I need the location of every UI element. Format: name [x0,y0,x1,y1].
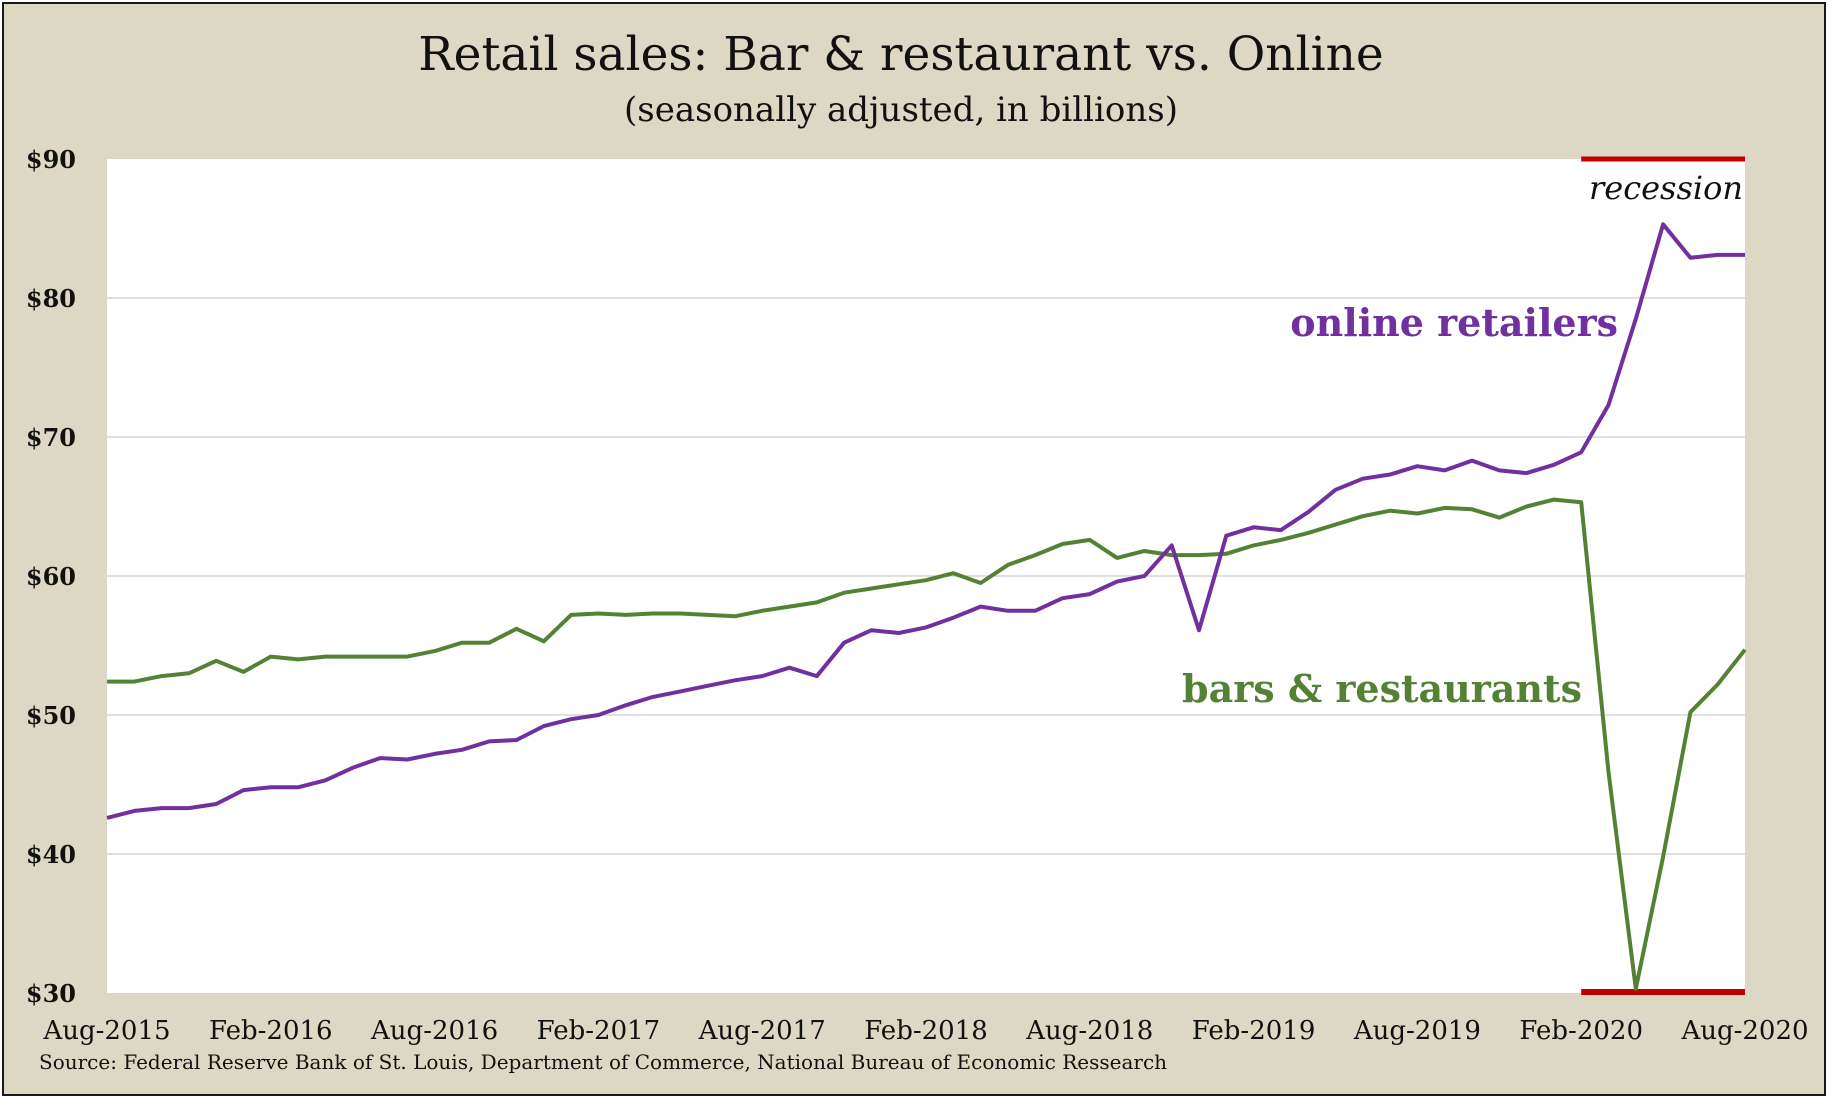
x-tick-label: Aug-2020 [1680,1016,1808,1046]
y-tick-label: $50 [26,701,76,730]
chart-subtitle: (seasonally adjusted, in billions) [624,90,1178,130]
x-tick-label: Feb-2020 [1519,1016,1643,1046]
y-tick-label: $70 [26,423,76,452]
series-line-online-retailers [106,222,1745,820]
y-tick-label: $80 [26,284,76,313]
gridlines [107,297,1745,855]
line-chart: Retail sales: Bar & restaurant vs. Onlin… [26,27,1809,1074]
x-tick-label: Aug-2015 [42,1016,170,1046]
series-label: online retailers [1290,300,1618,345]
series-lines [106,222,1747,991]
y-tick-label: $40 [26,840,76,869]
x-tick-label: Feb-2016 [209,1016,333,1046]
x-tick-label: Aug-2016 [370,1016,498,1046]
series-line-bars-restaurants [107,497,1747,991]
x-tick-label: Feb-2017 [537,1016,661,1046]
series-labels: online retailers bars & restaurants [1182,300,1618,711]
x-tick-label: Aug-2018 [1025,1016,1153,1046]
recession-marker: recession [1581,156,1745,995]
x-axis-tick-labels: Aug-2015 Feb-2016 Aug-2016 Feb-2017 Aug-2017… [42,1016,1808,1046]
x-tick-label: Aug-2017 [698,1016,826,1046]
y-axis-tick-labels: $30 $40 $50 $60 $70 $80 $90 [26,145,76,1008]
recession-label: recession [1589,169,1743,207]
y-tick-label: $60 [26,562,76,591]
series-label: bars & restaurants [1182,666,1582,711]
chart-title: Retail sales: Bar & restaurant vs. Onlin… [418,27,1383,82]
y-tick-label: $90 [26,145,76,174]
x-tick-label: Feb-2018 [864,1016,988,1046]
y-tick-label: $30 [26,979,76,1008]
source-note: Source: Federal Reserve Bank of St. Loui… [39,1050,1167,1074]
x-tick-label: Feb-2019 [1192,1016,1316,1046]
x-tick-label: Aug-2019 [1353,1016,1481,1046]
